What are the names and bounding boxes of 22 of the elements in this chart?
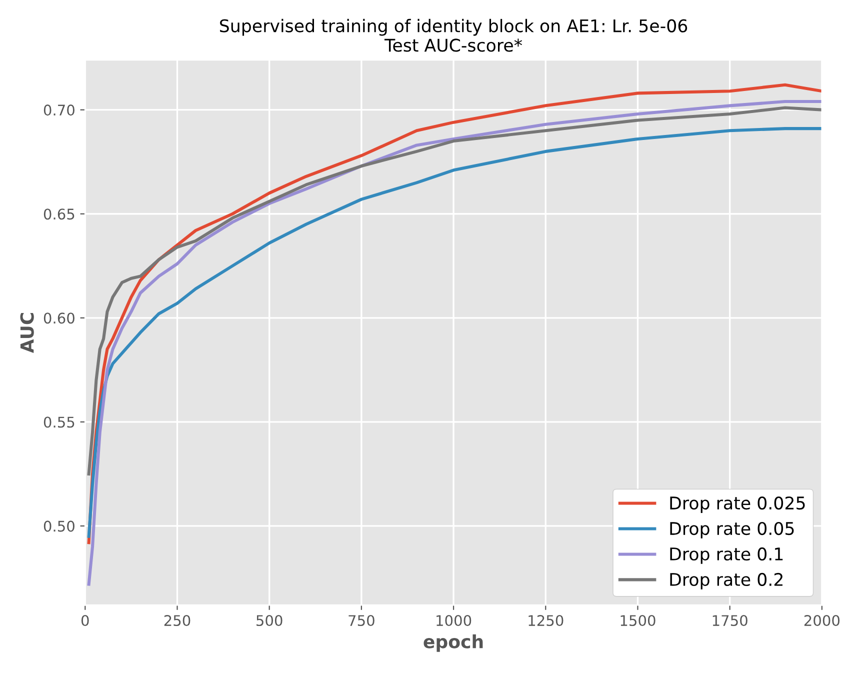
- x-tick-label: 1750: [712, 615, 748, 626]
- y-tick-label: 0.60: [44, 312, 74, 324]
- y-tick-label: 0.50: [44, 520, 74, 532]
- legend-label: Drop rate 0.025: [670, 496, 805, 513]
- y-tick-label: 0.70: [44, 104, 74, 116]
- line-series: [87, 106, 822, 476]
- x-tick-label: 750: [348, 615, 374, 626]
- x-tick-label: 250: [164, 615, 190, 626]
- legend-label: Drop rate 0.2: [670, 572, 782, 590]
- y-tick-label: 0.65: [44, 208, 74, 220]
- x-tick-label: 500: [256, 615, 282, 626]
- legend-label: Drop rate 0.05: [670, 522, 794, 538]
- x-tick-label: 2000: [804, 615, 840, 626]
- x-tick-label: 1500: [620, 615, 656, 626]
- chart-title: Supervised training of identity block on AE1: Lr. 5e-06 Test AUC-score*: [220, 18, 688, 52]
- x-axis-title: epoch: [424, 634, 483, 652]
- y-axis-title: AUC: [20, 312, 34, 354]
- x-tick-label: 1250: [528, 615, 564, 626]
- y-tick-label: 0.55: [44, 416, 74, 428]
- legend-label: Drop rate 0.1: [670, 547, 783, 564]
- x-tick-label: 1000: [436, 615, 472, 626]
- x-tick-label: 0: [81, 615, 89, 626]
